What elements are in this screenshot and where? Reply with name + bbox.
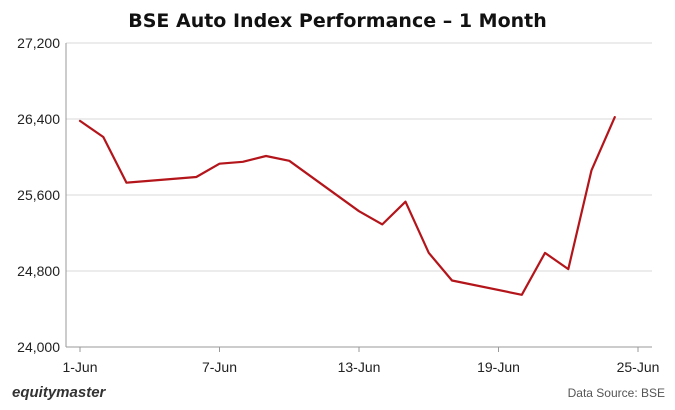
y-tick-label: 24,000 <box>17 339 60 355</box>
x-tick-label: 1-Jun <box>62 359 97 375</box>
tick-labels: 24,000 24,800 25,600 26,400 27,200 1-Jun 7-Jun… <box>17 35 659 375</box>
series-layer <box>78 115 616 296</box>
series-line <box>78 115 616 296</box>
x-tick-label: 19-Jun <box>477 359 520 375</box>
y-tick-label: 26,400 <box>17 111 60 127</box>
x-tick-label: 25-Jun <box>617 359 660 375</box>
data-source-label: Data Source: BSE <box>567 386 665 400</box>
x-tick-label: 7-Jun <box>202 359 237 375</box>
axes <box>65 43 652 352</box>
grid-lines <box>66 42 652 272</box>
y-tick-label: 27,200 <box>17 35 60 51</box>
x-tick-label: 13-Jun <box>338 359 381 375</box>
brand-logo: equitymaster <box>12 384 106 401</box>
y-tick-label: 24,800 <box>17 263 60 279</box>
chart-title: BSE Auto Index Performance – 1 Month <box>128 10 547 32</box>
y-tick-label: 25,600 <box>17 187 60 203</box>
